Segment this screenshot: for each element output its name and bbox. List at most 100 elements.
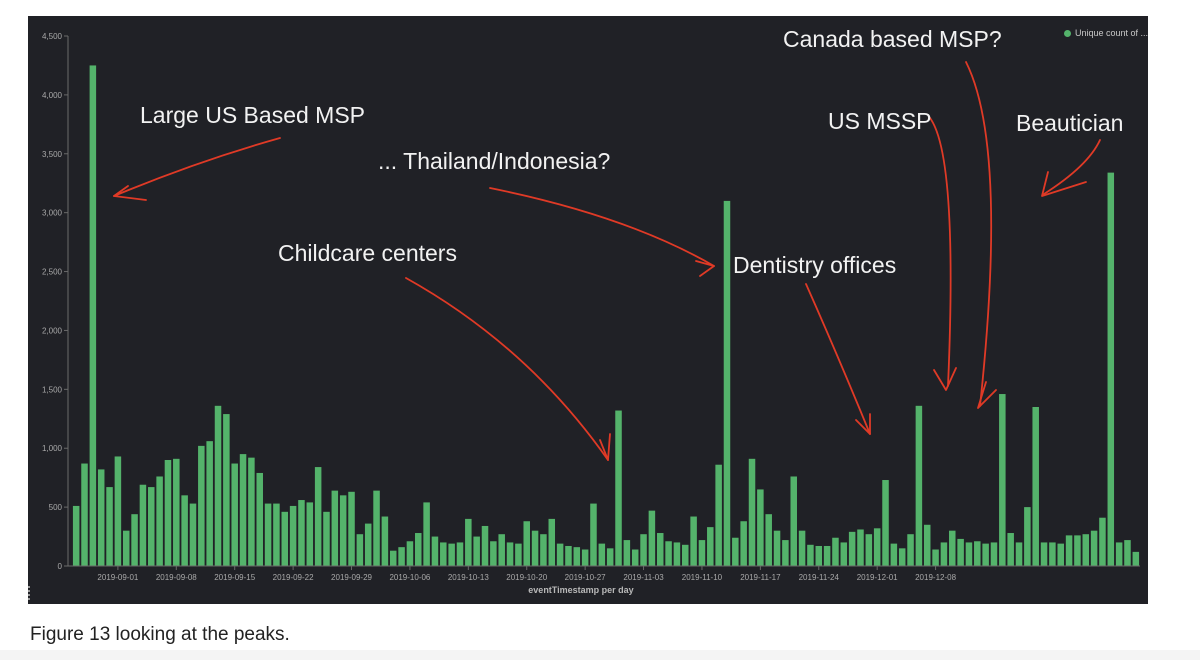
x-axis-title: eventTimestamp per day xyxy=(528,585,633,595)
bar xyxy=(832,537,839,566)
bar xyxy=(1049,542,1056,566)
bar xyxy=(673,542,681,566)
bar xyxy=(114,456,122,566)
bar xyxy=(540,534,547,566)
bar xyxy=(623,540,631,566)
annotation-dentistry-offices: Dentistry offices xyxy=(733,252,897,278)
legend-swatch xyxy=(1063,29,1071,37)
bar xyxy=(1082,534,1090,566)
y-tick-label: 4,000 xyxy=(42,91,63,100)
bar xyxy=(389,550,397,566)
resize-handle-icon[interactable] xyxy=(28,586,36,600)
legend[interactable]: Unique count of ... xyxy=(1063,28,1148,38)
bar xyxy=(665,541,672,566)
bar xyxy=(915,405,923,566)
bar xyxy=(498,534,505,566)
bar xyxy=(556,543,564,566)
x-tick-label: 2019-12-08 xyxy=(915,573,956,582)
x-tick-label: 2019-09-01 xyxy=(97,573,138,582)
y-tick-label: 1,000 xyxy=(42,444,63,453)
bar xyxy=(106,487,113,566)
bar xyxy=(857,529,864,566)
bar xyxy=(1107,172,1115,566)
bar xyxy=(198,445,205,566)
y-tick-label: 2,000 xyxy=(42,326,63,335)
bar xyxy=(606,548,614,566)
x-tick-label: 2019-11-03 xyxy=(623,573,664,582)
bar xyxy=(164,460,172,566)
arrow-large-us-msp-head xyxy=(113,185,147,201)
arrow-childcare-centers xyxy=(405,277,609,461)
bar xyxy=(1099,517,1106,566)
y-tick-label: 2,500 xyxy=(42,268,63,277)
bar xyxy=(598,543,606,566)
x-tick-label: 2019-11-24 xyxy=(799,573,840,582)
bar xyxy=(139,484,147,566)
bar xyxy=(431,536,439,566)
bar xyxy=(231,463,238,566)
bar xyxy=(690,516,697,566)
bar xyxy=(965,542,973,566)
annotation-childcare-centers: Childcare centers xyxy=(278,240,457,266)
bar xyxy=(1115,542,1123,566)
bar xyxy=(823,545,831,566)
bar xyxy=(873,528,881,566)
bar xyxy=(740,521,747,566)
arrow-beautician xyxy=(1043,139,1101,195)
x-tick-label: 2019-09-29 xyxy=(331,573,372,582)
arrow-thailand-indonesia-head xyxy=(695,260,715,277)
bar xyxy=(848,531,856,566)
bar xyxy=(723,200,731,566)
annotation-us-mssp: US MSSP xyxy=(828,108,932,134)
arrow-large-us-msp xyxy=(113,137,281,197)
bar xyxy=(406,541,414,566)
bar xyxy=(81,463,88,566)
x-tick-label: 2019-10-06 xyxy=(389,573,430,582)
arrow-dentistry-offices xyxy=(805,283,871,435)
bar xyxy=(640,534,647,566)
bar xyxy=(448,543,455,566)
x-tick-label: 2019-12-01 xyxy=(857,573,898,582)
annotation-large-us-msp: Large US Based MSP xyxy=(140,102,366,128)
bar xyxy=(773,530,781,566)
bar xyxy=(173,458,180,566)
y-tick-label: 1,500 xyxy=(42,385,63,394)
page-bottom-strip xyxy=(0,650,1200,660)
arrow-dentistry-offices-head xyxy=(855,413,871,435)
annotation-canada-msp: Canada based MSP? xyxy=(783,26,1002,52)
bar xyxy=(97,469,105,566)
y-tick-label: 500 xyxy=(49,503,63,512)
bar xyxy=(531,530,539,566)
bar xyxy=(148,487,155,566)
x-tick-label: 2019-11-10 xyxy=(682,573,723,582)
y-tick-label: 3,500 xyxy=(42,150,63,159)
bar xyxy=(72,505,80,566)
bar xyxy=(949,530,956,566)
bar xyxy=(289,505,297,566)
bar xyxy=(356,534,364,566)
bar xyxy=(573,547,581,566)
bar xyxy=(715,464,722,566)
bar xyxy=(239,454,247,566)
bar xyxy=(840,542,848,566)
bar xyxy=(932,549,939,566)
bar xyxy=(590,503,597,566)
bar xyxy=(807,544,814,566)
bar xyxy=(314,467,322,566)
bar xyxy=(223,414,230,566)
x-tick-label: 2019-09-08 xyxy=(156,573,197,582)
bar xyxy=(373,490,380,566)
bar xyxy=(415,533,422,566)
bar xyxy=(490,541,497,566)
bar xyxy=(506,542,514,566)
bar xyxy=(348,491,355,566)
bar xyxy=(1024,507,1031,566)
bar xyxy=(631,549,639,566)
bar xyxy=(1065,535,1073,566)
bar xyxy=(982,543,989,566)
bar xyxy=(440,542,447,566)
bar xyxy=(698,540,706,566)
bar xyxy=(214,405,222,566)
bar xyxy=(456,542,464,566)
bar xyxy=(515,543,522,566)
